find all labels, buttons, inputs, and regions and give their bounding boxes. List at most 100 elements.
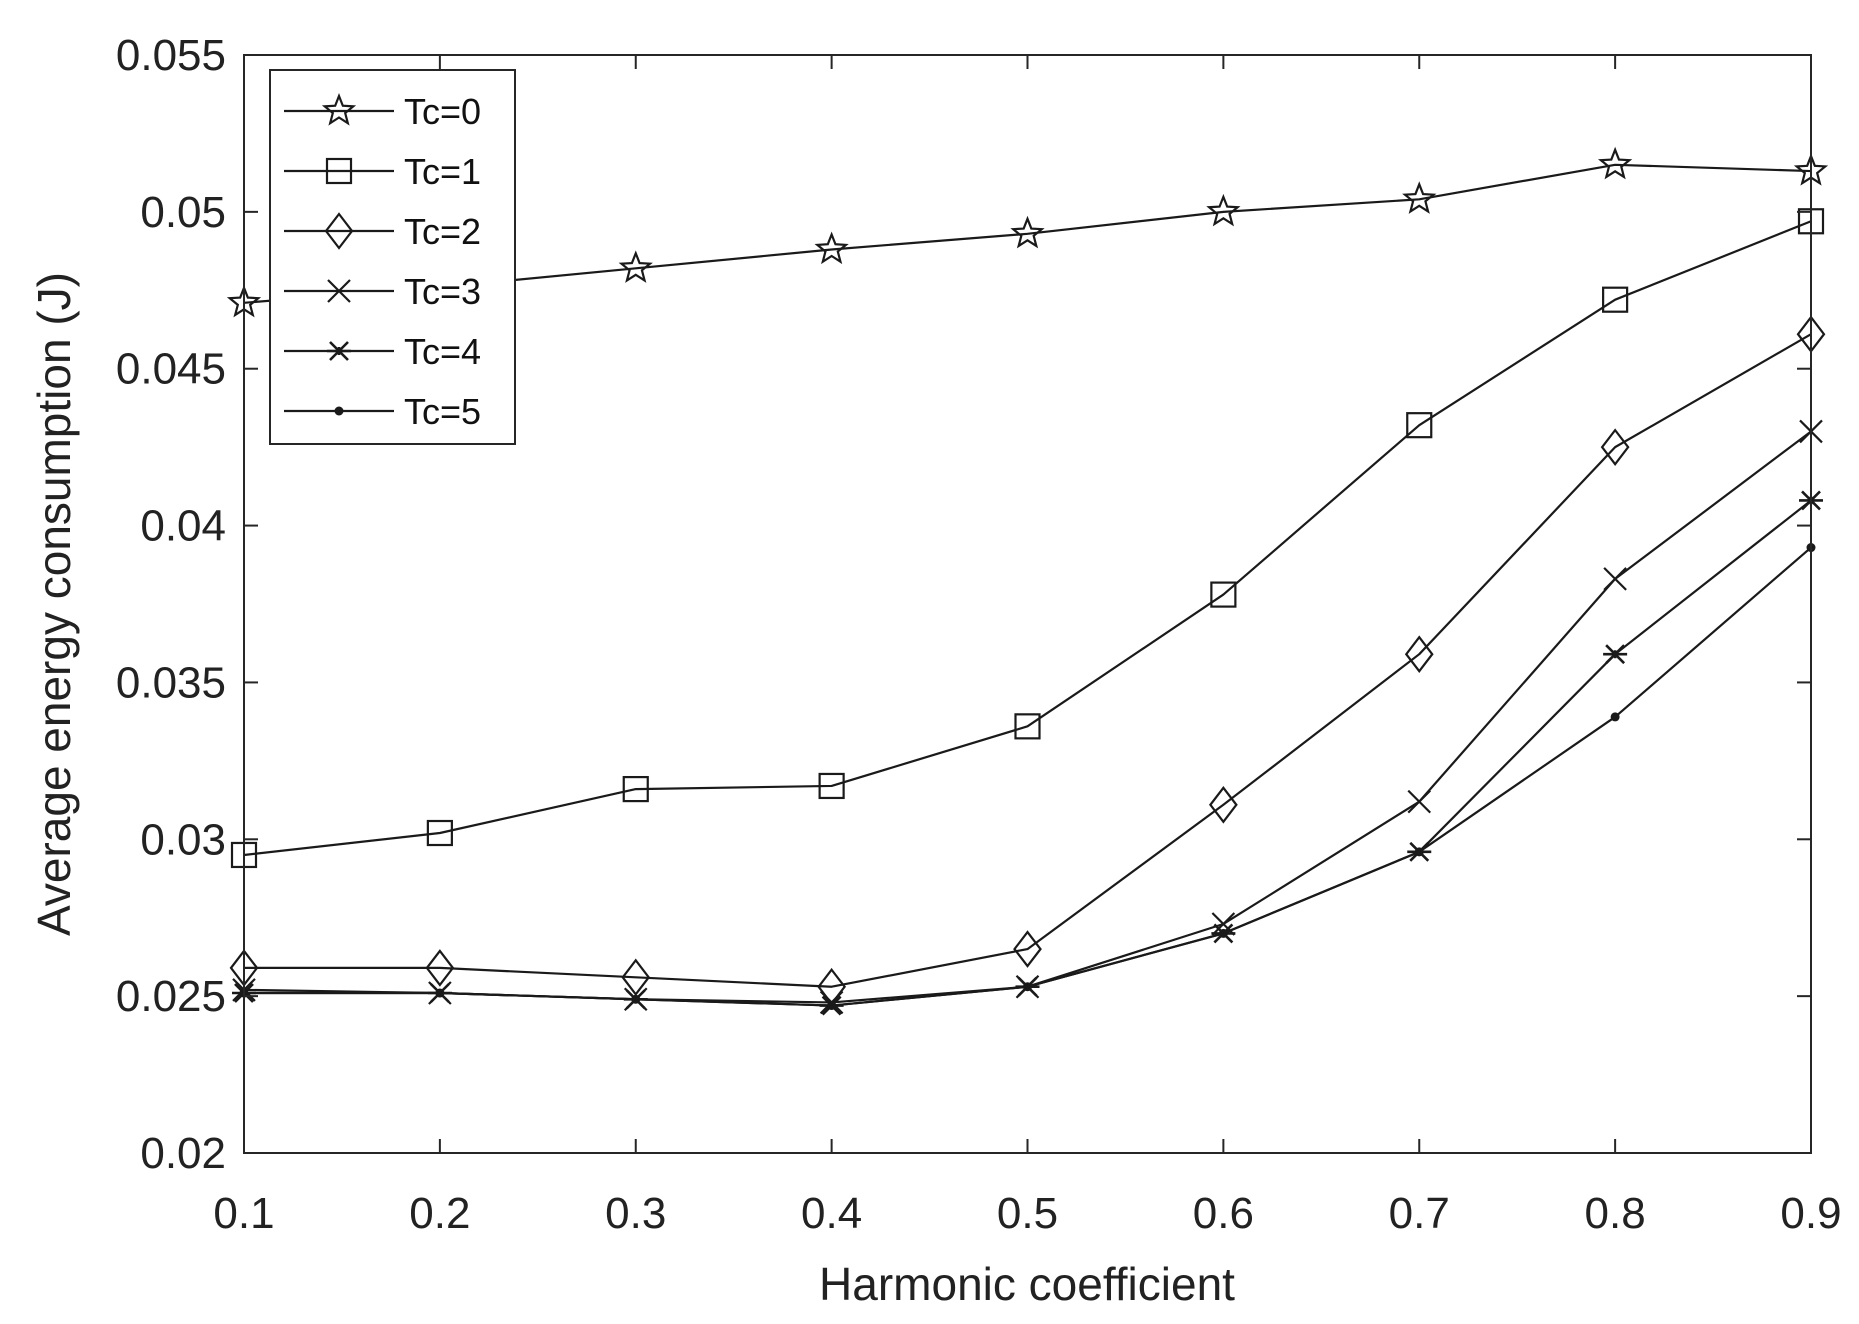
- square-marker-shape: [325, 157, 353, 185]
- x-tick-label: 0.9: [1780, 1189, 1841, 1238]
- series-line-tc-4: [244, 499, 1812, 1007]
- data-point-tc-1: [1602, 286, 1629, 313]
- series-line-tc-5: [244, 546, 1812, 1007]
- data-point-tc-0: [618, 250, 653, 283]
- data-point-tc-1: [1014, 713, 1041, 740]
- y-tick-label: 0.03: [140, 815, 226, 864]
- star-marker-shape: [321, 92, 357, 126]
- dot-marker-shape: [435, 988, 445, 998]
- data-point-tc-1: [622, 775, 649, 803]
- data-point-tc-0: [1597, 146, 1633, 180]
- legend-entry-tc-4: Tc=4: [284, 331, 481, 372]
- diamond-marker-shape: [1208, 785, 1238, 824]
- dot-marker-shape: [334, 406, 344, 416]
- legend-marker-tc-0: [321, 92, 357, 126]
- data-point-tc-4: [1603, 644, 1628, 665]
- x-axis-label: Harmonic coefficient: [819, 1258, 1235, 1310]
- legend-entry-tc-0: Tc=0: [284, 91, 481, 132]
- data-point-tc-0: [1206, 193, 1241, 227]
- data-point-tc-2: [1600, 428, 1630, 466]
- diamond-marker-shape: [1013, 930, 1042, 968]
- data-point-tc-2: [425, 949, 455, 987]
- data-point-tc-2: [1208, 785, 1238, 824]
- data-point-tc-1: [1406, 412, 1433, 439]
- legend-box: [269, 69, 516, 445]
- dot-marker-shape: [1610, 712, 1620, 722]
- data-point-tc-2: [621, 958, 651, 997]
- data-point-tc-0: [1010, 215, 1045, 249]
- data-point-tc-2: [1013, 930, 1042, 968]
- legend-marker-tc-5: [334, 406, 344, 416]
- series-line-tc-3: [243, 430, 1812, 1004]
- data-point-tc-0: [1402, 181, 1437, 214]
- y-tick-label: 0.04: [140, 502, 226, 551]
- x-marker-shape: [1603, 567, 1627, 591]
- axis-ticks: 0.1 0.2 0.3 0.4 0.5 0.6 0.7 0.8 0.9 0.02 0.025 0.03…: [116, 31, 1842, 1238]
- dot-marker-shape: [1218, 928, 1228, 938]
- y-tick-label: 0.02: [140, 1129, 226, 1178]
- legend-label: Tc=5: [404, 391, 481, 432]
- legend-label: Tc=3: [404, 271, 481, 312]
- legend-entry-tc-3: Tc=3: [284, 271, 481, 312]
- star-marker-shape: [618, 250, 653, 283]
- x-tick-label: 0.6: [1193, 1189, 1254, 1238]
- x-tick-label: 0.7: [1389, 1189, 1450, 1238]
- diamond-marker-shape: [1600, 428, 1630, 466]
- legend-marker-tc-2: [324, 212, 354, 250]
- diamond-marker-shape: [425, 949, 455, 987]
- y-tick-label: 0.055: [116, 31, 226, 80]
- x-tick-label: 0.4: [801, 1189, 862, 1238]
- data-point-tc-5: [827, 1001, 837, 1011]
- y-tick-label: 0.045: [116, 345, 226, 394]
- square-marker-shape: [426, 819, 453, 847]
- y-tick-label: 0.035: [116, 658, 226, 707]
- x-tick-label: 0.3: [605, 1189, 666, 1238]
- square-marker-shape: [1210, 581, 1237, 608]
- legend-label: Tc=1: [404, 151, 481, 192]
- x-marker-shape: [327, 279, 351, 303]
- data-point-tc-3: [1603, 567, 1627, 591]
- legend-entry-tc-2: Tc=2: [284, 211, 481, 252]
- legend-marker-tc-1: [325, 157, 353, 185]
- y-axis-label: Average energy consumption (J): [28, 272, 80, 936]
- legend-label: Tc=0: [404, 91, 481, 132]
- data-point-tc-1: [1210, 581, 1237, 608]
- star-marker-shape: [814, 231, 849, 265]
- y-tick-label: 0.05: [140, 188, 226, 237]
- diamond-marker-shape: [1404, 635, 1434, 674]
- x-tick-label: 0.2: [409, 1189, 470, 1238]
- x-tick-label: 0.5: [997, 1189, 1058, 1238]
- diamond-marker-shape: [621, 958, 651, 997]
- dot-marker-shape: [827, 1001, 837, 1011]
- data-point-tc-3: [1407, 789, 1432, 814]
- data-point-tc-5: [631, 994, 641, 1004]
- data-point-tc-5: [1023, 982, 1032, 992]
- series-tc-3: [232, 419, 1823, 1015]
- data-point-tc-2: [1404, 635, 1434, 674]
- x-tick-label: 0.8: [1585, 1189, 1646, 1238]
- data-point-tc-1: [818, 772, 845, 800]
- data-point-tc-1: [426, 819, 453, 847]
- y-tick-label: 0.025: [116, 972, 226, 1021]
- legend-entry-tc-5: Tc=5: [284, 391, 481, 432]
- data-point-tc-0: [814, 231, 849, 265]
- dot-marker-shape: [1414, 847, 1424, 857]
- star-marker-shape: [1597, 146, 1633, 180]
- square-marker-shape: [1602, 286, 1629, 313]
- legend: Tc=0 Tc=1 Tc=2 Tc=3 Tc=4 Tc=5: [269, 69, 516, 445]
- data-point-tc-5: [1610, 712, 1620, 722]
- legend-label: Tc=4: [404, 331, 481, 372]
- dot-marker-shape: [1023, 982, 1032, 992]
- square-marker-shape: [1014, 713, 1041, 740]
- series-line-tc-1: [243, 220, 1812, 857]
- square-marker-shape: [818, 772, 845, 800]
- x-marker-shape: [1407, 789, 1432, 814]
- asterisk-marker-shape: [327, 341, 351, 361]
- star-marker-shape: [1206, 193, 1241, 227]
- square-marker-shape: [1406, 412, 1433, 439]
- dot-marker-shape: [631, 994, 641, 1004]
- series-tc-4: [232, 490, 1823, 1016]
- legend-entry-tc-1: Tc=1: [284, 151, 481, 192]
- data-point-tc-5: [1218, 928, 1228, 938]
